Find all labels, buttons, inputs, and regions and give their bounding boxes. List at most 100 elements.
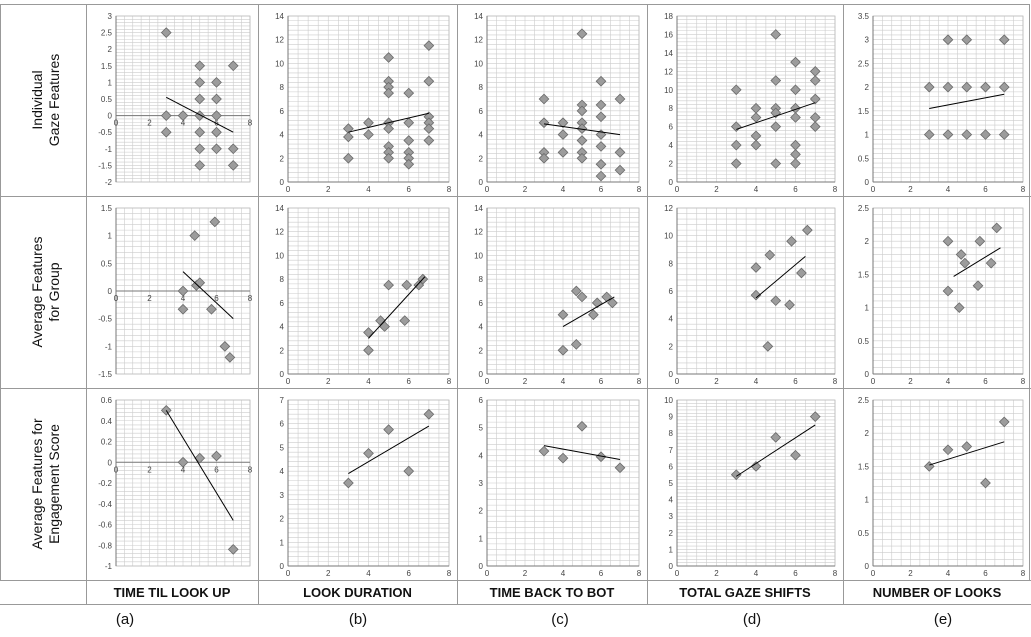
x-tick-label: 0 (114, 294, 119, 303)
data-point (211, 110, 222, 121)
x-tick-label: 4 (754, 569, 759, 578)
x-tick-label: 2 (714, 569, 719, 578)
data-point (403, 158, 415, 170)
data-point (790, 449, 801, 461)
panel-label: (b) (349, 611, 367, 628)
y-tick-label: 3 (479, 479, 484, 488)
y-tick-label: 0 (280, 562, 285, 571)
data-point (770, 107, 782, 119)
y-tick-label: 2 (479, 507, 484, 516)
y-tick-label: 1 (108, 78, 113, 87)
y-tick-label: 0.2 (101, 438, 113, 447)
y-tick-label: -0.8 (98, 541, 112, 550)
y-tick-label: 0 (865, 370, 870, 379)
x-tick-label: 2 (523, 185, 528, 194)
y-tick-label: 0.5 (858, 337, 870, 346)
y-tick-label: 4 (669, 141, 674, 150)
data-point (177, 285, 189, 297)
trendline (543, 445, 621, 460)
chart-panels: -2-1.5-1-0.500.511.522.53024680246810121… (98, 12, 1026, 578)
data-point (750, 289, 762, 301)
x-tick-label: 0 (485, 377, 490, 386)
data-point (942, 129, 954, 140)
trendline (182, 271, 234, 320)
data-point (961, 81, 973, 93)
y-tick-label: 0 (479, 562, 484, 571)
y-tick-label: 14 (474, 204, 483, 213)
data-point (363, 447, 374, 459)
data-point (614, 146, 626, 158)
y-tick-label: 1 (865, 496, 870, 505)
data-point (189, 230, 201, 242)
y-tick-label: 14 (275, 204, 284, 213)
data-point (750, 102, 762, 114)
trendline (166, 96, 234, 133)
data-point (790, 158, 801, 169)
y-tick-label: -1.5 (98, 370, 112, 379)
data-point (423, 40, 435, 52)
data-point (809, 121, 821, 133)
data-point (194, 77, 206, 88)
y-tick-label: 2 (865, 429, 870, 438)
y-tick-label: 0 (108, 112, 113, 121)
y-tick-label: 3 (280, 491, 285, 500)
y-tick-label: 14 (664, 49, 673, 58)
trendline (736, 102, 816, 130)
data-point (383, 123, 394, 135)
x-tick-label: 6 (983, 569, 988, 578)
data-point (614, 164, 626, 176)
x-tick-label: 8 (447, 185, 452, 194)
data-point (980, 81, 991, 93)
y-tick-label: 1.5 (101, 204, 113, 213)
y-tick-label: 8 (479, 83, 484, 92)
y-tick-label: 0.5 (101, 95, 113, 104)
y-tick-label: -0.5 (98, 315, 112, 324)
data-point (383, 152, 394, 164)
y-tick-label: 6 (669, 123, 674, 132)
y-tick-label: 16 (664, 30, 673, 39)
y-tick-label: 1.5 (858, 270, 870, 279)
data-point (177, 110, 189, 121)
data-point (557, 452, 569, 464)
x-tick-label: 2 (714, 377, 719, 386)
data-point (942, 34, 954, 46)
data-point (730, 469, 742, 481)
x-tick-label: 4 (754, 185, 759, 194)
data-point (194, 93, 206, 105)
data-point (538, 152, 550, 164)
x-tick-label: 8 (637, 185, 642, 194)
y-tick-label: 8 (669, 104, 674, 113)
y-tick-label: -0.6 (98, 521, 112, 530)
y-tick-label: 2 (669, 342, 674, 351)
x-tick-label: 8 (833, 185, 838, 194)
y-tick-label: 2 (865, 83, 870, 92)
panel-label: (e) (934, 611, 952, 628)
data-point (974, 235, 986, 247)
y-tick-label: 6 (479, 299, 484, 308)
data-point (383, 87, 394, 99)
column-labels: TIME TIL LOOK UP LOOK DURATION TIME BACK T… (114, 585, 1002, 600)
x-tick-label: 8 (248, 465, 253, 474)
y-tick-label: 2.5 (101, 29, 113, 38)
data-point (576, 152, 588, 164)
x-tick-label: 2 (326, 185, 331, 194)
data-point (961, 441, 973, 452)
y-tick-label: 12 (474, 36, 483, 45)
trendline (929, 441, 1005, 466)
y-tick-label: 5 (669, 479, 674, 488)
y-tick-label: -1.5 (98, 161, 112, 170)
figure-frame (0, 4, 1031, 605)
data-point (980, 477, 991, 489)
y-tick-label: 2 (280, 346, 285, 355)
y-tick-label: 1 (669, 545, 674, 554)
data-point (160, 126, 172, 138)
row-label-line: Gaze Features (46, 54, 62, 147)
row-label: Average Featuresfor Group (29, 236, 62, 347)
y-tick-label: 0.5 (858, 529, 870, 538)
data-point (343, 152, 354, 164)
data-point (923, 129, 935, 140)
x-tick-label: 0 (485, 185, 490, 194)
data-point (614, 93, 626, 105)
y-tick-label: 18 (664, 12, 673, 21)
